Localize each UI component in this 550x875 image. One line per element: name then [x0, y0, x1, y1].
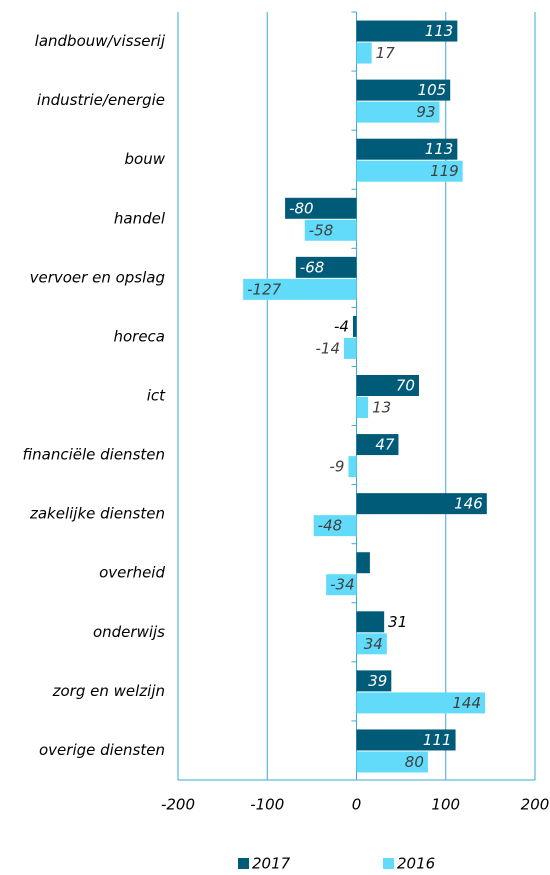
category-label: overheid: [99, 564, 165, 582]
bar: [304, 219, 357, 241]
value-label: -14: [316, 339, 341, 357]
category-label: bouw: [125, 150, 166, 168]
bar: [356, 375, 419, 396]
bar: [285, 197, 357, 219]
bar: [356, 552, 370, 574]
bar: [356, 692, 486, 714]
value-label: -48: [318, 517, 343, 535]
value-label: -127: [247, 280, 281, 298]
category-label: horeca: [113, 327, 165, 345]
legend-swatch: [383, 858, 394, 869]
x-tick-label: 200: [521, 796, 550, 814]
bar: [344, 337, 357, 359]
value-label: 105: [418, 81, 447, 99]
value-label: 34: [364, 635, 383, 653]
legend-label: 2016: [397, 855, 435, 873]
bar: [356, 138, 458, 160]
bar: [295, 256, 357, 278]
bar: [356, 670, 392, 692]
x-tick-label: 0: [352, 796, 362, 814]
x-tick-label: 100: [431, 796, 460, 814]
value-label: 39: [368, 672, 387, 690]
category-label: ict: [147, 387, 166, 405]
bar: [352, 315, 357, 337]
category-label: landbouw/visserij: [35, 32, 166, 50]
category-label: handel: [114, 209, 166, 227]
value-label: -34: [330, 576, 355, 594]
value-label: 119: [430, 162, 459, 180]
value-label: 17: [376, 44, 396, 62]
legend-label: 2017: [252, 855, 291, 873]
bar: [356, 611, 385, 633]
bar: [243, 278, 357, 300]
x-tick-label: -200: [161, 796, 195, 814]
bar: [356, 633, 387, 655]
bar: [356, 79, 451, 101]
value-label: 146: [454, 495, 483, 513]
category-label: vervoer en opslag: [30, 268, 165, 286]
x-tick-label: -100: [250, 796, 284, 814]
value-label: 144: [452, 694, 481, 712]
category-label: financiële diensten: [22, 446, 165, 464]
value-label: 13: [372, 399, 391, 417]
bar: [356, 160, 463, 182]
value-label: -4: [334, 317, 349, 335]
bar: [356, 751, 428, 773]
value-label: 113: [425, 22, 454, 40]
category-label: zorg en welzijn: [52, 682, 165, 700]
value-label: 93: [416, 103, 435, 121]
value-label: -80: [289, 199, 314, 217]
value-label: 111: [423, 731, 452, 749]
bar: [348, 456, 357, 478]
legend-swatch: [238, 858, 249, 869]
value-label: -9: [329, 458, 344, 476]
category-label: zakelijke diensten: [29, 505, 165, 523]
bar: [326, 574, 357, 596]
value-label: -58: [309, 221, 334, 239]
bar: [356, 42, 372, 64]
bar: [356, 434, 399, 456]
bar: [356, 101, 440, 123]
category-label: industrie/energie: [37, 91, 165, 109]
category-label: overige diensten: [39, 741, 165, 759]
value-label: 113: [425, 140, 454, 158]
value-label: 70: [396, 377, 415, 395]
bar: [356, 20, 458, 42]
bar: [313, 515, 357, 537]
value-label: 31: [388, 613, 407, 631]
value-label: -68: [300, 258, 325, 276]
bar: [356, 397, 369, 418]
value-label: 47: [375, 436, 395, 454]
bar: [356, 729, 456, 751]
bar: [356, 493, 487, 515]
category-label: onderwijs: [93, 623, 165, 641]
value-label: 80: [405, 753, 424, 771]
